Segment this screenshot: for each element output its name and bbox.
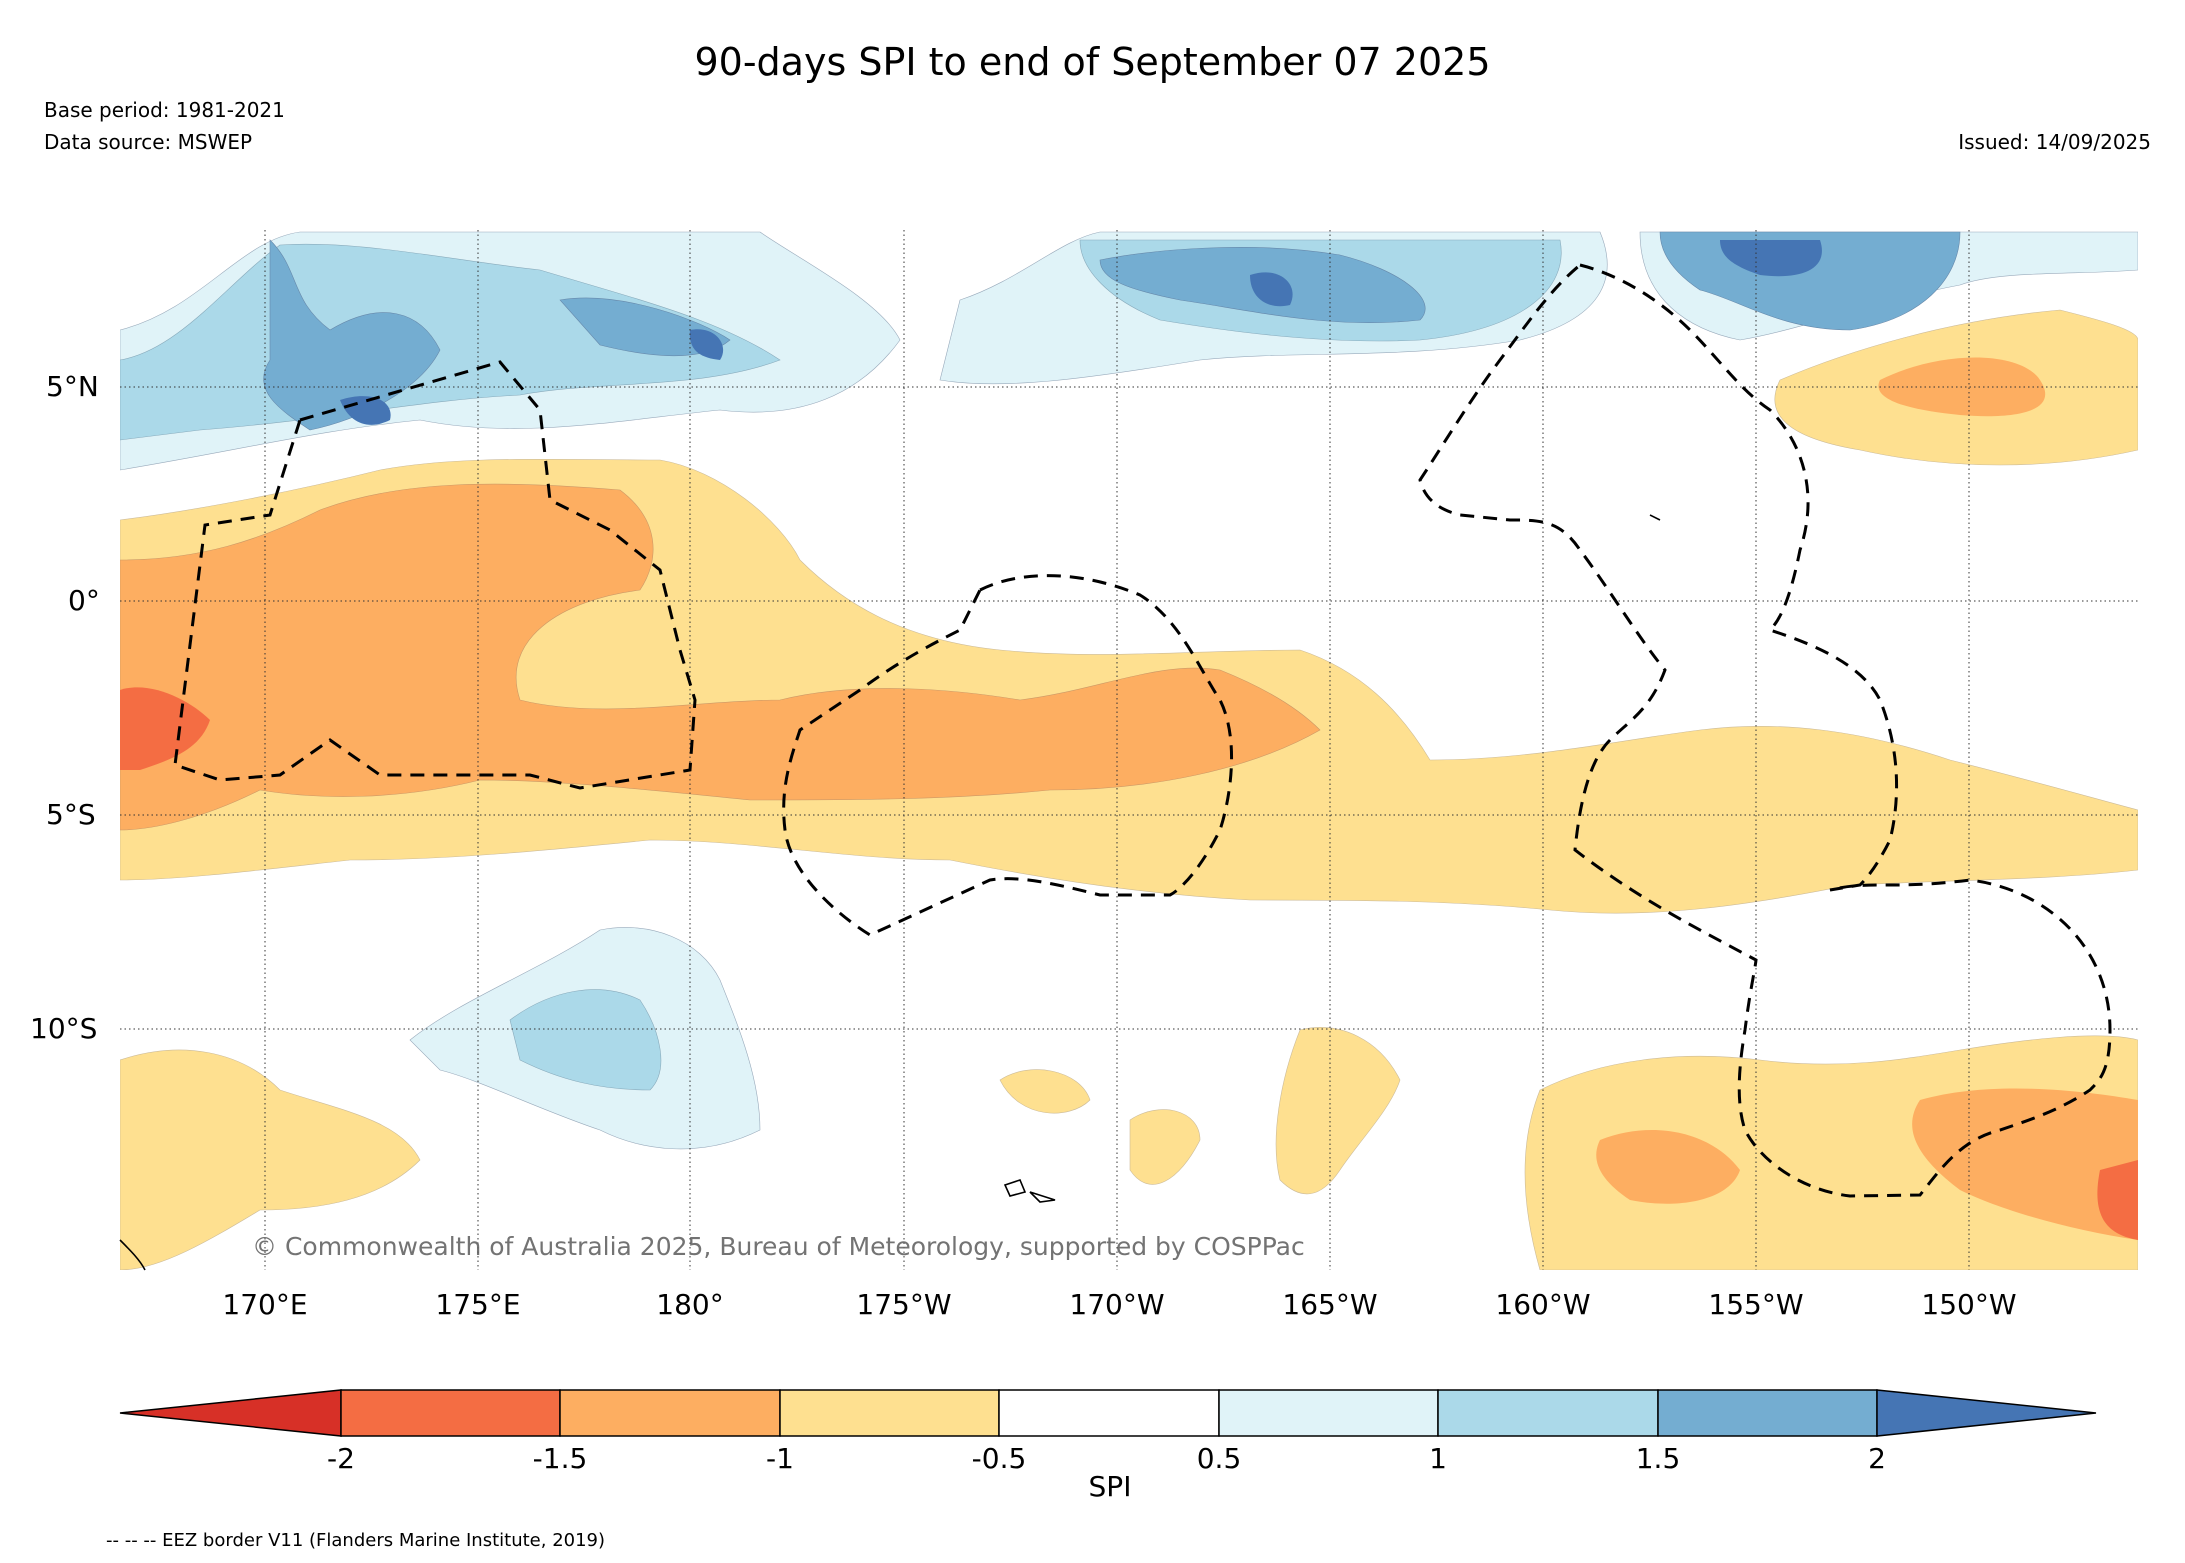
lon-label-155w: 155°W — [1708, 1288, 1804, 1321]
eez-borders — [173, 263, 2112, 1198]
colorbar-extend-low — [119, 1389, 342, 1437]
lon-label-175e: 175°E — [435, 1288, 521, 1321]
lon-label-170e: 170°E — [222, 1288, 308, 1321]
dry-patch-south-3 — [999, 1069, 1201, 1185]
wet-core-central — [1250, 272, 1293, 307]
wet-core-west — [340, 329, 724, 425]
lat-label-5s: 5°S — [46, 798, 96, 831]
wet-core-east — [1720, 240, 1822, 277]
colorbar-bin — [559, 1389, 781, 1437]
islands — [119, 514, 1661, 1271]
colorbar-tick-label: -2 — [327, 1442, 355, 1475]
colorbar-bin — [1657, 1389, 1878, 1437]
colorbar-tick-label: 1.5 — [1635, 1442, 1681, 1475]
colorbar-bin — [340, 1389, 561, 1437]
lon-label-165w: 165°W — [1282, 1288, 1378, 1321]
lon-label-160w: 160°W — [1495, 1288, 1591, 1321]
colorbar-bin — [998, 1389, 1220, 1437]
chart-title: 90-days SPI to end of September 07 2025 — [694, 40, 1491, 84]
lon-label-180: 180° — [656, 1288, 724, 1321]
colorbar-tick-label: 0.5 — [1196, 1442, 1242, 1475]
island-outline — [1649, 514, 1661, 521]
colorbar-bin — [779, 1389, 1000, 1437]
dry-patch-south-1 — [120, 1049, 421, 1270]
island-outline — [1003, 1179, 1027, 1197]
colorbar-tick-label: 1 — [1429, 1442, 1447, 1475]
issued-date: Issued: 14/09/2025 — [1958, 130, 2151, 154]
eez-border-central — [782, 574, 1234, 937]
lon-label-170w: 170°W — [1069, 1288, 1165, 1321]
colorbar-bin — [1437, 1389, 1659, 1437]
island-outline — [1029, 1191, 1056, 1203]
dry-core-southeast — [2097, 1160, 2138, 1240]
colorbar-tick-label: -1 — [766, 1442, 794, 1475]
colorbar-bin — [1218, 1389, 1439, 1437]
lat-label-0: 0° — [68, 584, 100, 617]
dry-core-west — [120, 687, 210, 770]
wet-band-west-high — [263, 239, 731, 431]
spi-fields — [120, 230, 2138, 1270]
lon-label-175w: 175°W — [856, 1288, 952, 1321]
dry-band-equatorial-mod — [120, 483, 1321, 831]
colorbar-extend-high — [1876, 1389, 2097, 1437]
colorbar-title: SPI — [1088, 1470, 1132, 1503]
lat-label-10s: 10°S — [30, 1012, 98, 1045]
eez-legend-note: -- -- -- EEZ border V11 (Flanders Marine… — [106, 1530, 606, 1551]
data-source: Data source: MSWEP — [44, 130, 253, 154]
eez-border-east — [1418, 263, 2112, 1198]
lon-label-150w: 150°W — [1921, 1288, 2017, 1321]
colorbar-tick-label: -1.5 — [532, 1442, 588, 1475]
colorbar-tick-label: -0.5 — [971, 1442, 1027, 1475]
dry-patch-south-2 — [1275, 1027, 1401, 1195]
colorbar-tick-label: 2 — [1868, 1442, 1886, 1475]
base-period: Base period: 1981-2021 — [44, 98, 285, 122]
eez-border-west — [173, 360, 697, 790]
wet-patch-south-mid — [509, 989, 662, 1091]
island-outline — [119, 1239, 146, 1271]
lat-label-5n: 5°N — [46, 370, 99, 403]
gridlines — [120, 230, 2138, 1270]
dry-patch-southeast-mod — [1596, 1088, 2138, 1240]
copyright-notice: © Commonwealth of Australia 2025, Bureau… — [252, 1232, 1305, 1261]
